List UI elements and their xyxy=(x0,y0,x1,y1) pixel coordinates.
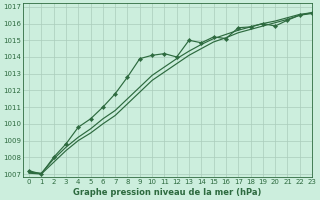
X-axis label: Graphe pression niveau de la mer (hPa): Graphe pression niveau de la mer (hPa) xyxy=(73,188,262,197)
